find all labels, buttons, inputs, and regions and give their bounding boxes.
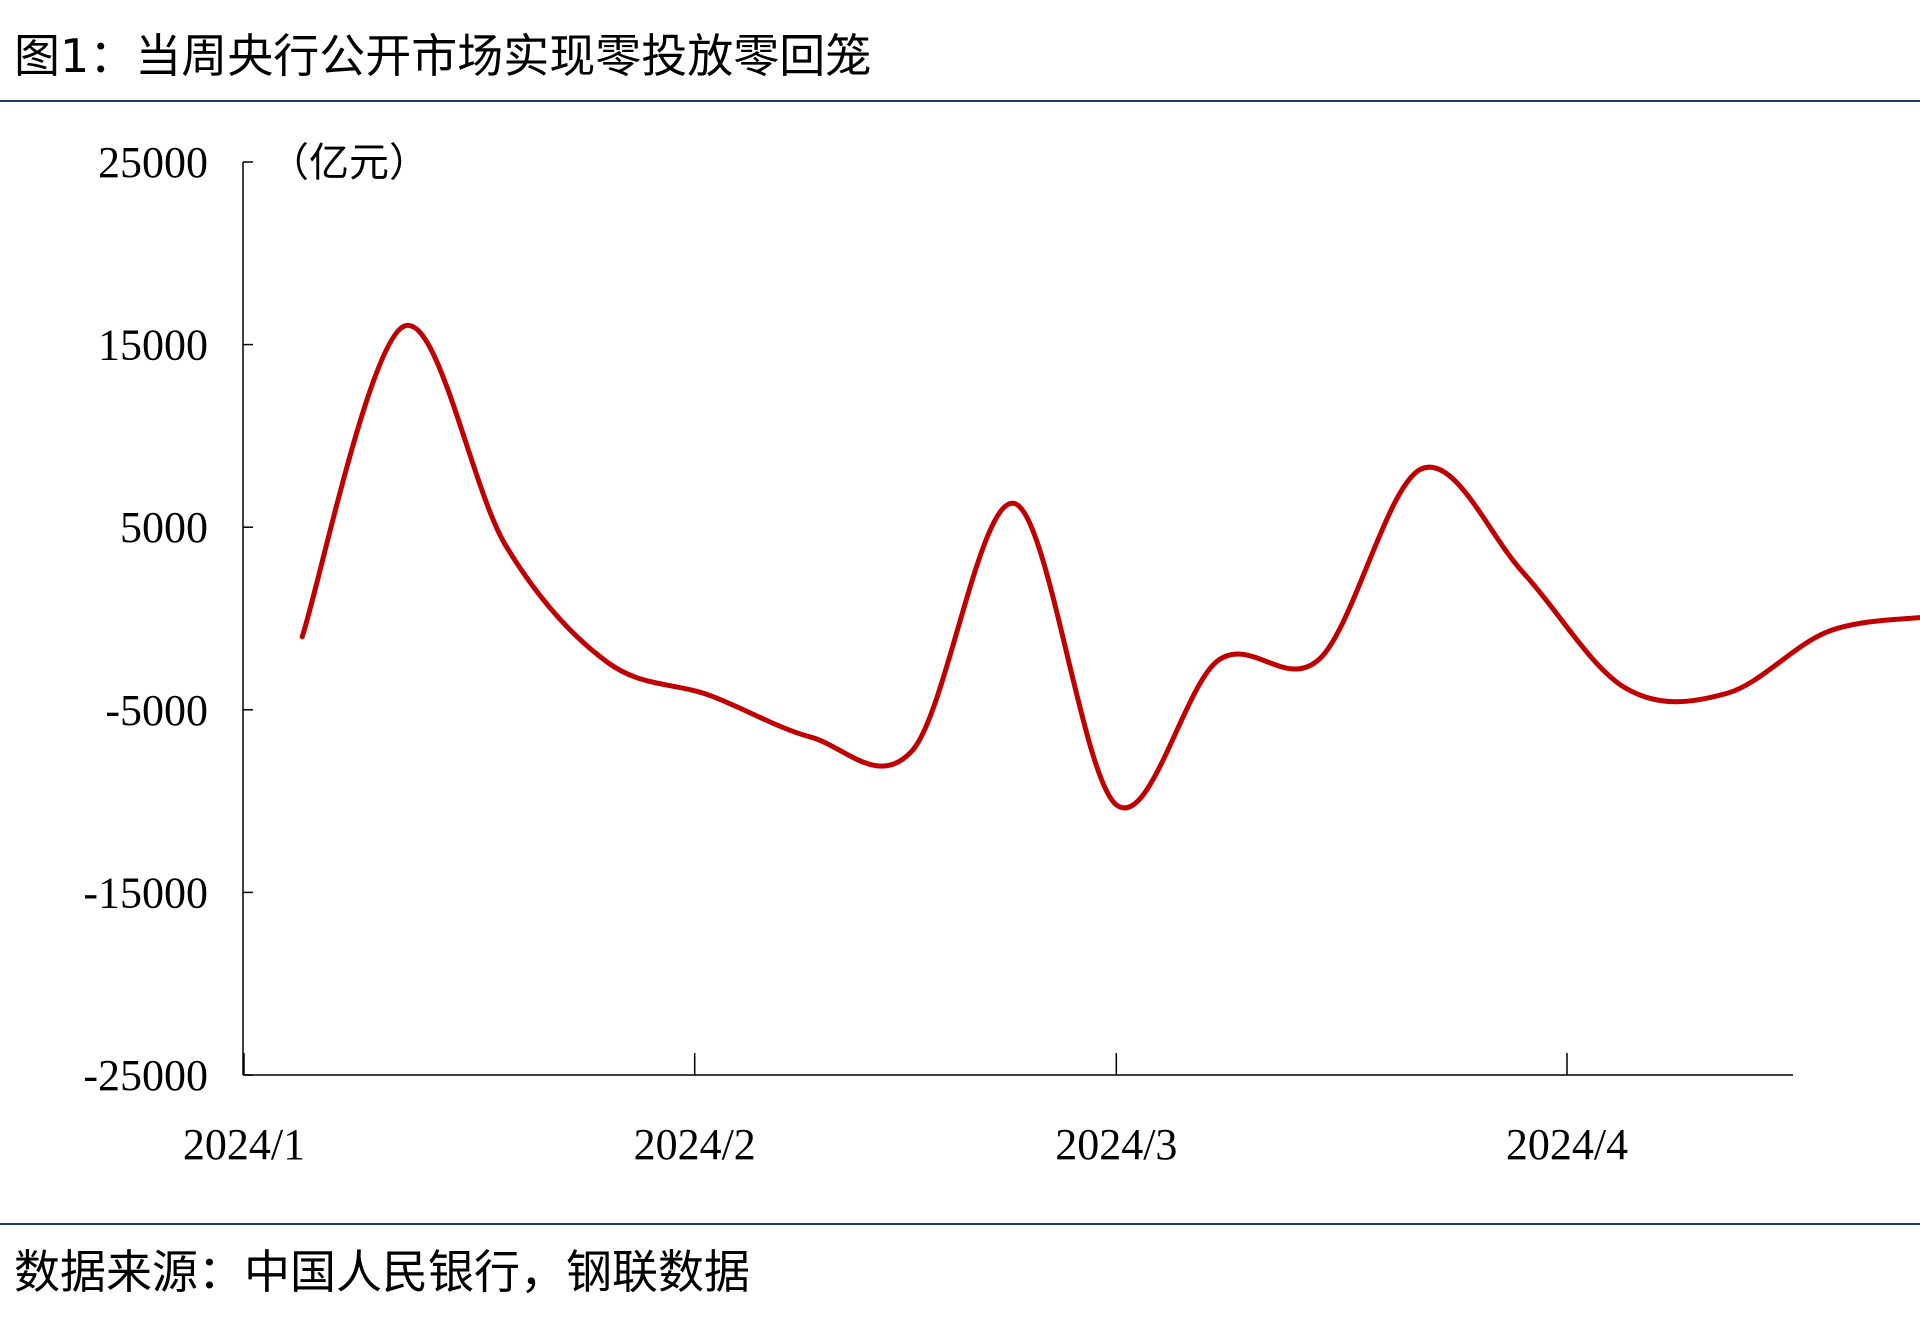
series-group <box>299 323 1920 811</box>
title-divider <box>0 100 1920 102</box>
x-tick-label: 2024/3 <box>1055 1120 1177 1169</box>
x-tick-label: 2024/4 <box>1506 1120 1628 1169</box>
series-line <box>299 323 1920 811</box>
y-tick-label: 5000 <box>120 503 208 552</box>
chart-title: 图1：当周央行公开市场实现零投放零回笼 <box>14 29 872 83</box>
y-tick-label: -25000 <box>83 1051 208 1100</box>
y-axis: 25000 15000 5000 -5000 -15000 -25000 <box>83 138 253 1100</box>
y-tick-label: -5000 <box>105 686 208 735</box>
unit-label: （亿元） <box>269 140 429 186</box>
x-tick-label: 2024/2 <box>634 1120 756 1169</box>
y-tick-label: -15000 <box>83 868 208 917</box>
x-tick-label: 2024/1 <box>183 1120 305 1169</box>
y-tick-label: 15000 <box>98 321 208 370</box>
source-note: 数据来源：中国人民银行，钢联数据 <box>14 1245 750 1299</box>
source-divider <box>0 1223 1920 1225</box>
x-axis: 2024/1 2024/2 2024/3 2024/4 <box>183 1053 1793 1169</box>
y-tick-label: 25000 <box>98 138 208 187</box>
